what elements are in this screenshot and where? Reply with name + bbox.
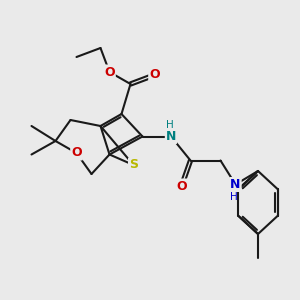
- Text: H: H: [230, 191, 238, 202]
- Text: S: S: [129, 158, 138, 172]
- Text: O: O: [71, 146, 82, 160]
- Text: H: H: [166, 120, 173, 130]
- Text: O: O: [149, 68, 160, 82]
- Text: O: O: [104, 65, 115, 79]
- Text: O: O: [176, 179, 187, 193]
- Text: N: N: [166, 130, 176, 143]
- Text: N: N: [230, 178, 241, 191]
